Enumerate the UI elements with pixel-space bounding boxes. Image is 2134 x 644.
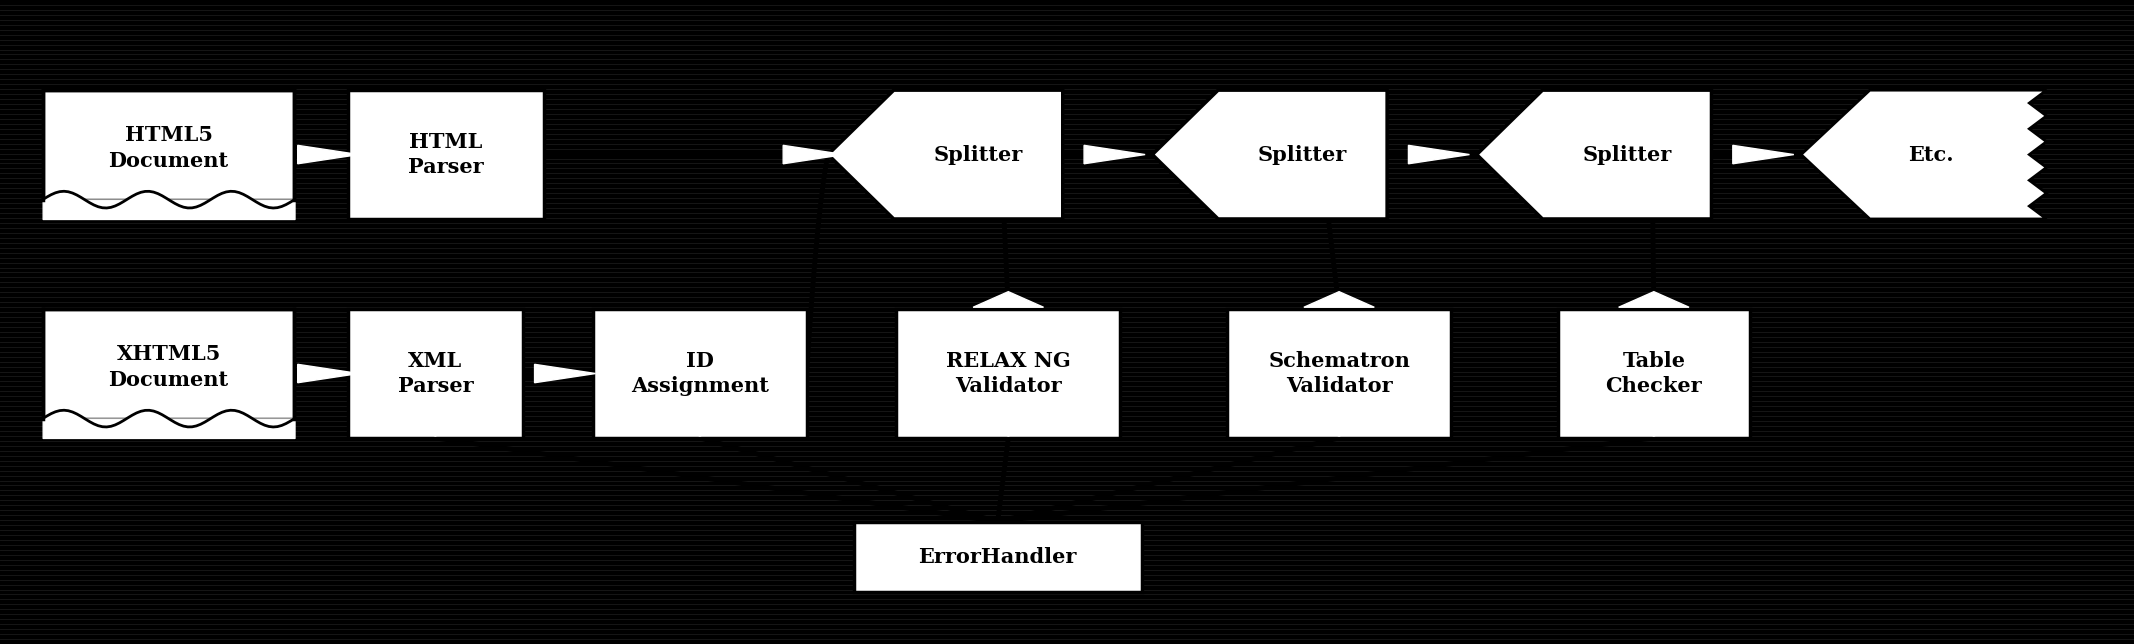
Polygon shape [1408,146,1470,164]
Polygon shape [1084,146,1146,164]
Polygon shape [1618,421,1688,436]
Bar [896,309,1120,438]
Bar [348,309,523,438]
Polygon shape [399,421,469,436]
Polygon shape [973,421,1044,436]
Polygon shape [297,146,359,164]
Polygon shape [1152,90,1387,219]
Polygon shape [783,146,845,164]
Polygon shape [297,365,359,383]
Text: Etc.: Etc. [1908,144,1955,165]
Polygon shape [664,421,734,436]
Text: Table
Checker: Table Checker [1605,351,1703,396]
Bar [1558,309,1750,438]
Text: Splitter: Splitter [1581,144,1671,165]
Text: RELAX NG
Validator: RELAX NG Validator [945,351,1071,396]
Polygon shape [1477,90,1711,219]
Polygon shape [1618,292,1688,307]
Text: Splitter: Splitter [933,144,1022,165]
Polygon shape [1304,421,1374,436]
Bar [854,522,1142,592]
Polygon shape [973,292,1044,307]
Text: XHTML5
Document: XHTML5 Document [109,345,228,390]
Text: XML
Parser: XML Parser [397,351,474,396]
Bar [43,309,294,419]
Bar [593,309,807,438]
Polygon shape [1304,292,1374,307]
Polygon shape [1801,90,2047,219]
Bar [1227,309,1451,438]
Bar [43,90,294,200]
Text: Schematron
Validator: Schematron Validator [1268,351,1411,396]
Text: ID
Assignment: ID Assignment [632,351,768,396]
Text: HTML
Parser: HTML Parser [408,132,484,177]
Bar [348,90,544,219]
Polygon shape [1733,146,1795,164]
Text: HTML5
Document: HTML5 Document [109,126,228,171]
Text: ErrorHandler: ErrorHandler [918,547,1078,567]
Polygon shape [534,365,595,383]
Polygon shape [828,90,1063,219]
Text: Splitter: Splitter [1257,144,1347,165]
